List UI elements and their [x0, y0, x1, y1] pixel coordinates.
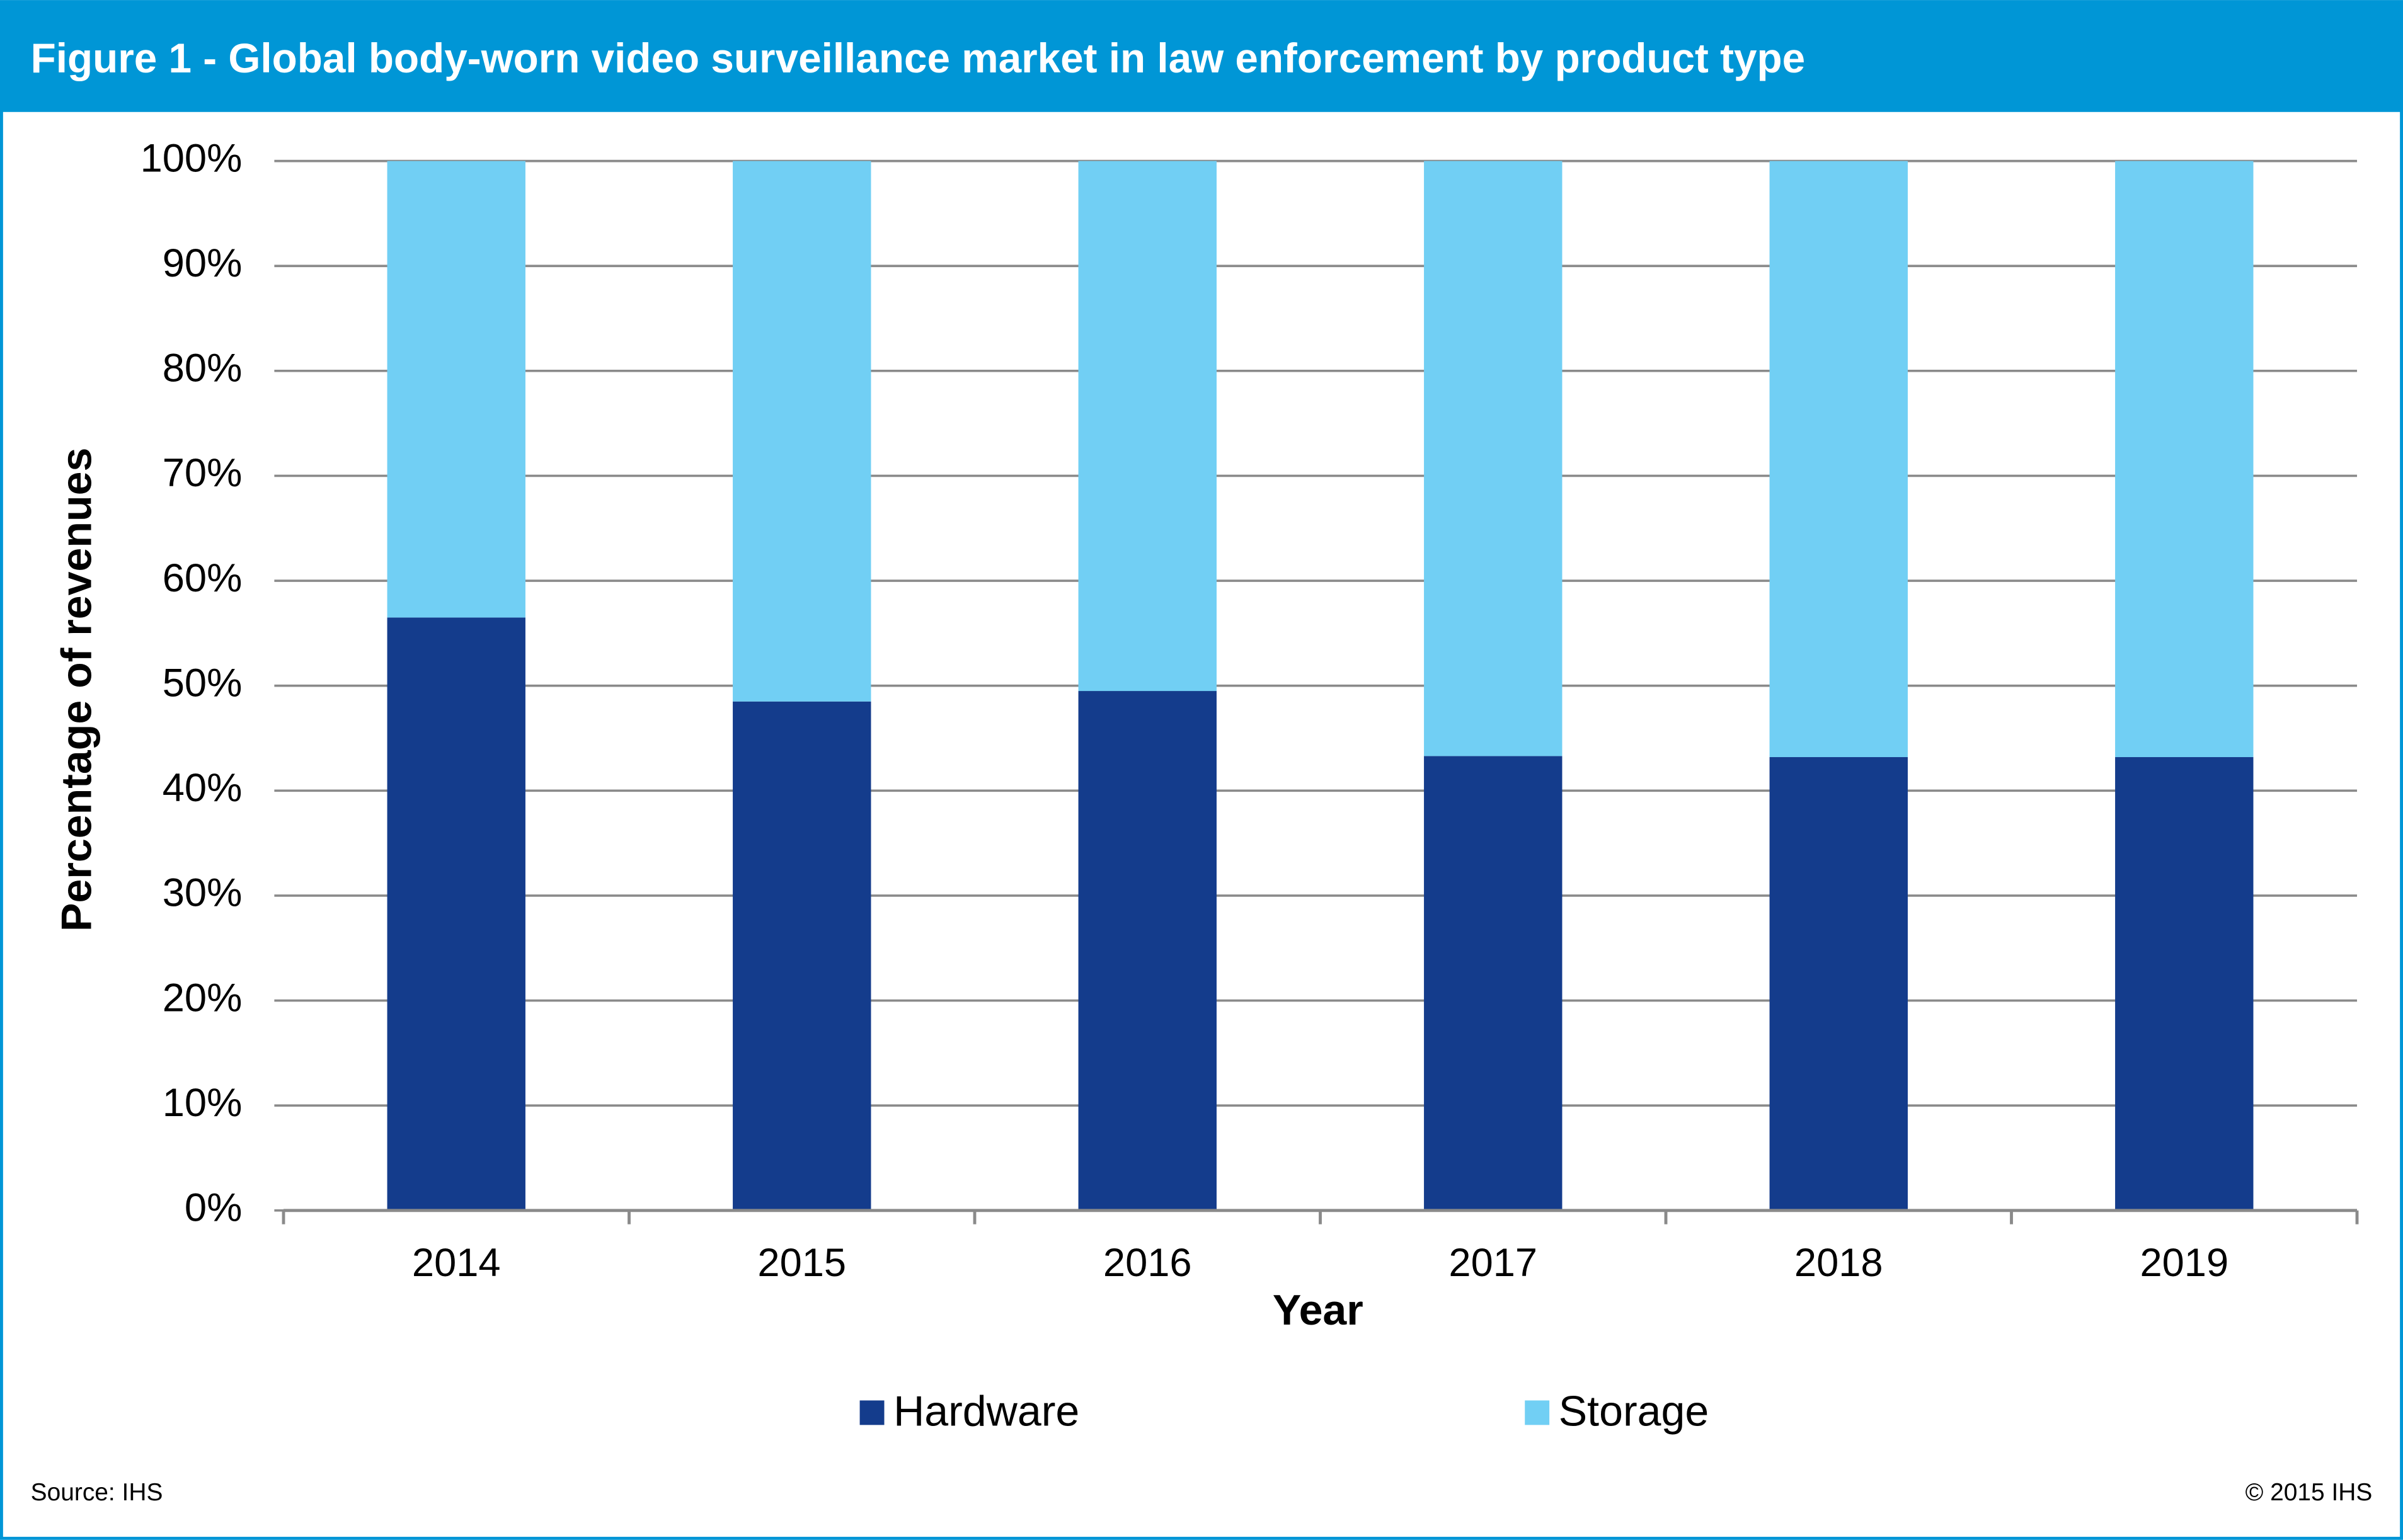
bar-segment: [1078, 161, 1217, 692]
x-tick-label: 2015: [757, 1241, 846, 1285]
copyright: © 2015 IHS: [2245, 1479, 2373, 1506]
legend-swatch: [859, 1400, 885, 1425]
x-tick-label: 2018: [1794, 1241, 1883, 1285]
y-tick-label: 10%: [163, 1081, 243, 1125]
y-tick-label: 90%: [163, 241, 243, 285]
x-tick-label: 2019: [2140, 1241, 2228, 1285]
bar-segment: [2115, 757, 2254, 1211]
bar-segment: [387, 161, 525, 618]
source: Source: IHS: [31, 1479, 163, 1506]
y-tick-label: 0%: [185, 1186, 242, 1230]
bar-segment: [1769, 161, 1908, 758]
legend-label: Hardware: [893, 1387, 1079, 1435]
bar-segment: [387, 617, 525, 1211]
y-tick-label: 50%: [163, 661, 243, 705]
bar-segment: [1078, 691, 1217, 1211]
bar-segment: [733, 701, 871, 1211]
x-tick-label: 2017: [1448, 1241, 1537, 1285]
y-tick-label: 20%: [163, 976, 243, 1020]
bar-segment: [733, 161, 871, 702]
chart-title: Figure 1 - Global body-worn video survei…: [31, 35, 1806, 81]
legend-label: Storage: [1559, 1387, 1709, 1435]
bar-segment: [2115, 161, 2254, 758]
y-tick-label: 100%: [141, 136, 243, 180]
bar-segment: [1424, 161, 1563, 756]
y-tick-label: 70%: [163, 451, 243, 495]
bar-segment: [1424, 756, 1563, 1211]
x-axis-title: Year: [1273, 1286, 1363, 1334]
y-tick-label: 30%: [163, 871, 243, 915]
header-bar: [0, 0, 2403, 112]
y-tick-label: 80%: [163, 346, 243, 391]
legend-swatch: [1525, 1400, 1550, 1425]
bar-segment: [1769, 757, 1908, 1211]
x-tick-label: 2016: [1103, 1241, 1192, 1285]
y-axis-title: Percentage of revenues: [52, 448, 100, 932]
y-tick-label: 60%: [163, 556, 243, 600]
y-tick-label: 40%: [163, 766, 243, 810]
x-tick-label: 2014: [412, 1241, 501, 1285]
